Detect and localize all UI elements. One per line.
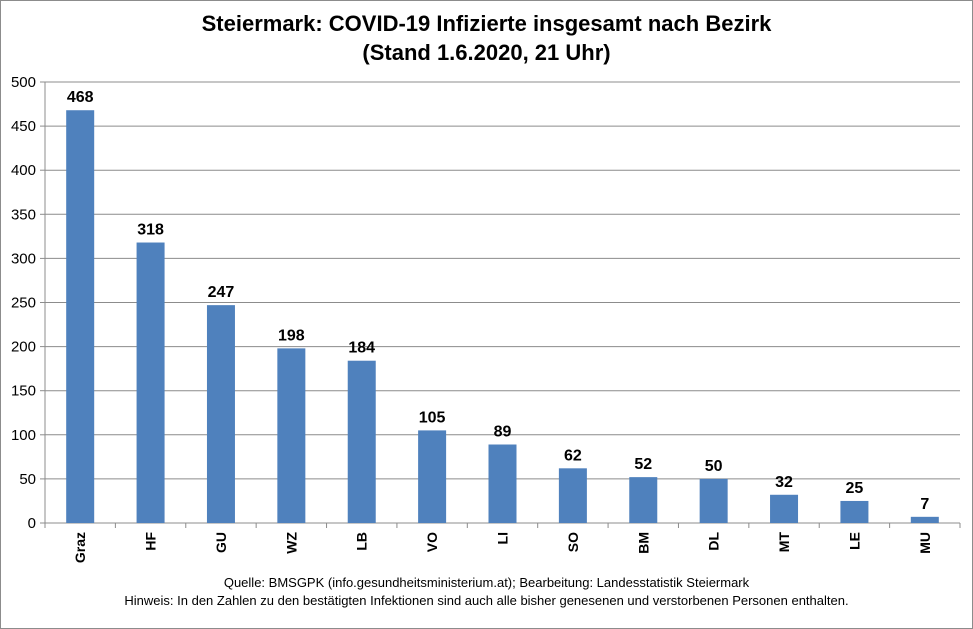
x-tick-label: VO — [424, 532, 440, 552]
x-tick-label: HF — [143, 532, 159, 551]
bar — [770, 494, 799, 523]
x-tick-label: LB — [354, 532, 370, 551]
y-tick-label: 300 — [11, 250, 36, 267]
data-label: 50 — [705, 458, 723, 475]
bar — [136, 242, 165, 524]
data-label: 32 — [775, 474, 793, 491]
x-tick-label: BM — [635, 532, 651, 554]
bar — [418, 430, 447, 523]
data-label: 105 — [419, 409, 446, 426]
bar — [277, 348, 306, 523]
data-label: 89 — [494, 424, 512, 441]
y-tick-label: 400 — [11, 162, 36, 179]
bar — [558, 468, 587, 523]
y-tick-label: 250 — [11, 295, 36, 312]
source-note: Quelle: BMSGPK (info.gesundheitsminister… — [223, 575, 750, 590]
data-label: 247 — [208, 284, 235, 301]
chart-subtitle: (Stand 1.6.2020, 21 Uhr) — [362, 40, 611, 65]
y-tick-label: 150 — [11, 383, 36, 400]
y-tick-label: 50 — [19, 471, 36, 488]
bar — [910, 516, 939, 523]
data-label: 7 — [920, 496, 929, 513]
y-tick-label: 350 — [11, 206, 36, 223]
hint-note: Hinweis: In den Zahlen zu den bestätigte… — [124, 593, 849, 608]
x-tick-label: Graz — [72, 532, 88, 563]
y-tick-label: 200 — [11, 339, 36, 356]
x-tick-label: LI — [495, 532, 511, 544]
bar — [347, 360, 376, 523]
data-label: 468 — [67, 89, 94, 106]
bar — [206, 305, 235, 523]
bar — [488, 444, 517, 523]
data-label: 318 — [137, 222, 164, 239]
data-label: 52 — [634, 456, 652, 473]
x-tick-label: LE — [846, 532, 862, 550]
data-label: 62 — [564, 447, 582, 464]
y-tick-label: 450 — [11, 118, 36, 135]
x-tick-label: MU — [917, 532, 933, 554]
chart-title: Steiermark: COVID-19 Infizierte insgesam… — [201, 11, 772, 36]
bar — [629, 477, 658, 523]
bar — [699, 478, 728, 523]
x-tick-label: MT — [776, 532, 792, 553]
x-tick-label: DL — [706, 532, 722, 551]
data-label: 184 — [348, 340, 375, 357]
y-tick-label: 0 — [28, 515, 36, 532]
x-tick-label: GU — [213, 532, 229, 553]
x-tick-label: SO — [565, 532, 581, 552]
y-tick-label: 500 — [11, 74, 36, 91]
data-label: 25 — [846, 480, 864, 497]
bar — [66, 110, 95, 523]
data-label: 198 — [278, 327, 305, 344]
x-tick-label: WZ — [283, 532, 299, 554]
bar — [840, 500, 869, 523]
y-tick-label: 100 — [11, 427, 36, 444]
